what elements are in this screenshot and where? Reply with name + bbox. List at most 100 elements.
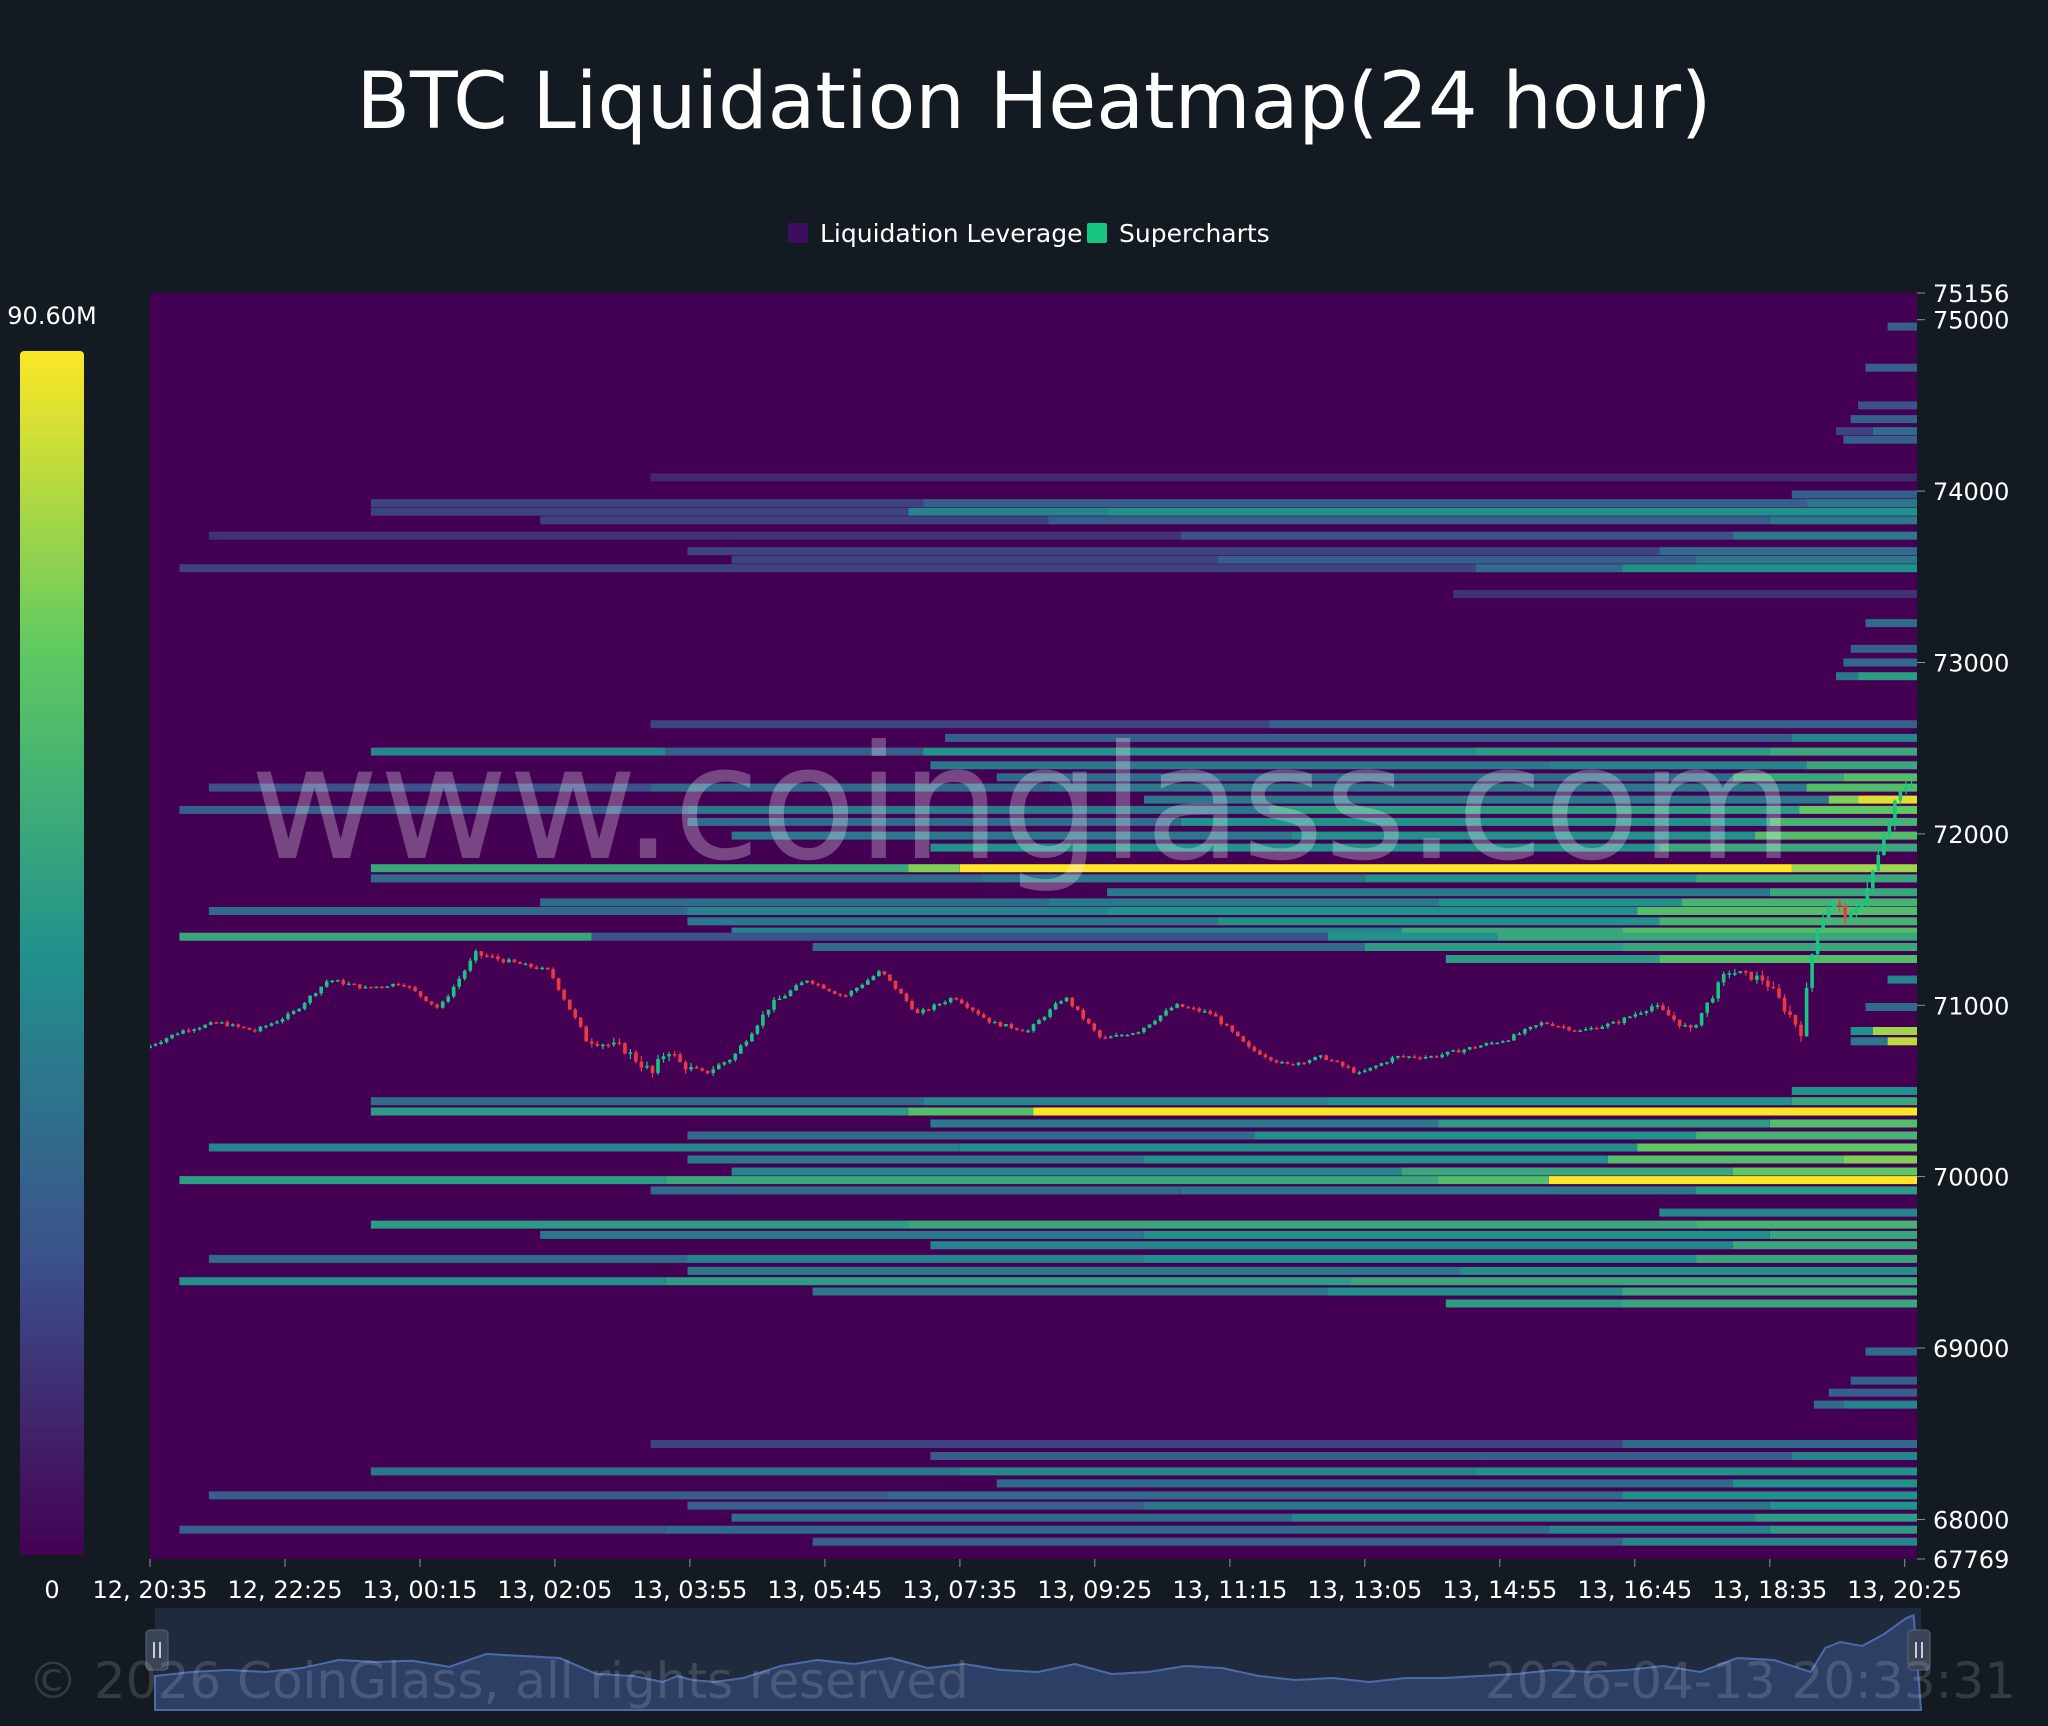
candle-body <box>1313 1057 1317 1061</box>
candle-body <box>1727 973 1732 975</box>
candle-body <box>932 1004 936 1010</box>
heatmap-band-segment <box>370 1220 909 1229</box>
candle-body <box>1407 1056 1411 1058</box>
candle-body <box>1318 1055 1323 1057</box>
heatmap-band-segment <box>179 564 1476 573</box>
navigator-left-handle[interactable] <box>145 1629 169 1671</box>
heatmap-band-segment <box>1269 720 1917 729</box>
candle-body <box>1153 1020 1157 1025</box>
candle-body <box>1363 1070 1367 1073</box>
candle-body <box>1628 1016 1632 1019</box>
candle-body <box>1169 1007 1174 1011</box>
candle-body <box>429 1001 434 1005</box>
heatmap-band-segment <box>1696 555 1917 564</box>
candle-body <box>1258 1050 1262 1055</box>
heatmap-band-segment <box>370 1467 960 1476</box>
candle-body <box>1799 1024 1803 1037</box>
heatmap-band-segment <box>1143 1155 1608 1164</box>
candle-body <box>689 1067 693 1070</box>
candle-body <box>1031 1024 1036 1031</box>
candle-body <box>1081 1010 1085 1019</box>
candle-body <box>1490 1042 1494 1045</box>
heatmap-band-segment <box>959 1143 1638 1152</box>
candle-body <box>645 1065 649 1068</box>
candle-body <box>1274 1060 1279 1063</box>
colorbar-min-label: 0 <box>44 1576 59 1604</box>
heatmap-band-segment <box>1350 1277 1917 1286</box>
candle-body <box>247 1027 252 1030</box>
candle-body <box>937 1003 942 1006</box>
candle-body <box>1782 997 1787 1012</box>
navigator-area <box>154 1613 1923 1711</box>
candle-body <box>1020 1029 1025 1032</box>
heatmap-band-segment <box>179 1525 666 1534</box>
heatmap-band-segment <box>1328 1287 1623 1296</box>
candle-body <box>1688 1025 1693 1028</box>
color-scale[interactable]: 90.60M 0 <box>7 302 96 1604</box>
candle-body <box>794 985 798 991</box>
candle-body <box>639 1061 644 1068</box>
candle-body <box>1771 986 1776 989</box>
legend-label-liquidation-leverage[interactable]: Liquidation Leverage <box>820 219 1082 248</box>
candle-body <box>1109 1036 1113 1039</box>
heatmap-band-segment <box>687 817 1181 826</box>
x-tick-label: 13, 07:35 <box>902 1576 1017 1604</box>
heatmap-band-segment <box>1843 773 1917 782</box>
candle-body <box>1445 1051 1450 1055</box>
legend[interactable]: Liquidation Leverage Supercharts <box>788 219 1270 248</box>
candle-body <box>1103 1037 1108 1039</box>
candle-body <box>1821 918 1825 930</box>
heatmap-band-segment <box>1843 1155 1917 1164</box>
candle-body <box>308 995 312 1003</box>
heatmap-band-segment <box>1887 1037 1917 1046</box>
candle-body <box>788 990 793 996</box>
candle-body <box>1059 1001 1063 1004</box>
heatmap-band-segment <box>1769 747 1917 756</box>
heatmap-band-segment <box>1622 927 1917 936</box>
candle-body <box>1075 1006 1080 1010</box>
candle-body <box>882 971 887 975</box>
heatmap-band-segment <box>540 898 1049 907</box>
candle-body <box>396 983 401 986</box>
heatmap-band-segment <box>1696 1220 1917 1229</box>
heatmap-band-segment <box>1180 1186 1697 1195</box>
candle-body <box>1462 1049 1466 1053</box>
candle-body <box>1086 1018 1091 1024</box>
candle-body <box>1092 1023 1096 1031</box>
candle-body <box>197 1027 202 1030</box>
candle-body <box>280 1019 285 1022</box>
legend-label-supercharts[interactable]: Supercharts <box>1119 219 1270 248</box>
heatmap-band-segment <box>1887 975 1917 984</box>
candle-body <box>1202 1011 1207 1013</box>
copyright-footer: © 2026 CoinGlass, all rights reserved <box>28 1652 969 1710</box>
heatmap-band-segment <box>1696 874 1917 883</box>
heatmap-band-segment <box>370 499 924 508</box>
heatmap-band-segment <box>930 1452 1792 1460</box>
heatmap-band-segment <box>731 831 1292 840</box>
heatmap-band-segment <box>930 1241 1733 1250</box>
zoom-navigator[interactable] <box>145 1608 1931 1711</box>
candle-body <box>948 998 953 1003</box>
candle-body <box>330 980 334 982</box>
candle-body <box>1434 1056 1439 1058</box>
candle-body <box>821 984 826 989</box>
candle-body <box>225 1022 230 1027</box>
candle-body <box>1561 1026 1566 1028</box>
x-tick-label: 13, 05:45 <box>767 1576 882 1604</box>
candle-body <box>711 1069 715 1074</box>
heatmap-band-segment <box>731 555 1218 564</box>
candle-body <box>750 1033 754 1042</box>
candle-body <box>407 986 412 988</box>
colorbar[interactable] <box>20 351 84 1555</box>
candle-body <box>220 1022 224 1024</box>
heatmap-band-segment <box>540 1230 1144 1239</box>
candle-body <box>1545 1022 1549 1025</box>
candle-body <box>1026 1030 1030 1033</box>
heatmap-band-segment <box>1107 888 1770 897</box>
candle-body <box>943 1002 947 1004</box>
candle-body <box>236 1024 241 1027</box>
heatmap-band-segment <box>687 1254 1144 1263</box>
heatmap-band-segment <box>1659 547 1917 556</box>
heatmap-band-segment <box>1769 516 1917 525</box>
navigator-right-handle[interactable] <box>1907 1629 1931 1671</box>
